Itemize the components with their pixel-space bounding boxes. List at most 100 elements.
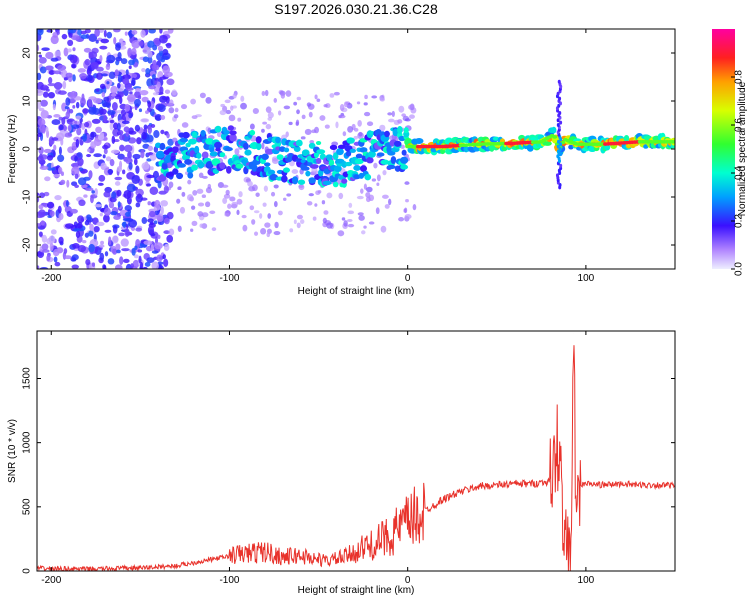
heatmap-cell	[191, 115, 198, 120]
heatmap-cell	[261, 153, 269, 160]
heatmap-cell	[80, 97, 86, 107]
heatmap-cell	[556, 144, 560, 149]
heatmap-cell	[201, 212, 209, 218]
heatmap-cell	[259, 213, 263, 219]
heatmap-cell	[329, 144, 338, 151]
heatmap-cell	[42, 91, 49, 98]
heatmap-cell	[146, 257, 155, 263]
heatmap-cell	[84, 58, 91, 66]
bottom-y-axis-label: SNR (10 * v/v)	[7, 419, 18, 483]
heatmap-cell	[78, 167, 84, 172]
heatmap-cell	[123, 189, 132, 199]
heatmap-cell	[147, 218, 154, 223]
heatmap-cell	[173, 114, 179, 119]
heatmap-cell	[348, 202, 353, 208]
heatmap-cell	[83, 194, 88, 198]
heatmap-cell	[315, 140, 322, 146]
heatmap-cell	[110, 85, 118, 95]
heatmap-cell	[346, 137, 355, 144]
heatmap-cell	[262, 202, 267, 207]
y-tick-label: 500	[22, 498, 33, 515]
heatmap-cell	[139, 261, 144, 269]
heatmap-cell	[317, 189, 322, 194]
x-tick-label: 0	[405, 273, 411, 284]
heatmap-cell	[141, 96, 149, 103]
heatmap-cell	[72, 243, 80, 249]
heatmap-cell	[332, 181, 339, 188]
heatmap-cell	[220, 103, 226, 108]
x-tick-label: 0	[405, 575, 411, 586]
heatmap-cell	[67, 124, 72, 132]
heatmap-cell	[154, 199, 161, 209]
heatmap-cell	[49, 242, 54, 252]
heatmap-cell	[134, 245, 138, 250]
heatmap-cell	[305, 170, 311, 177]
heatmap-cell	[248, 186, 256, 192]
heatmap-cell	[225, 189, 230, 196]
heatmap-cell	[227, 125, 235, 131]
heatmap-cell	[151, 63, 158, 72]
heatmap-cell	[190, 228, 194, 232]
heatmap-cell	[261, 90, 266, 96]
heatmap-cell	[267, 111, 274, 119]
heatmap-cell	[61, 117, 66, 125]
heatmap-cell	[326, 222, 333, 229]
y-tick-label: 0	[22, 568, 33, 574]
heatmap-cell	[110, 93, 117, 97]
heatmap-cell	[333, 91, 340, 96]
heatmap-cell	[397, 119, 403, 124]
heatmap-cell	[166, 234, 174, 243]
heatmap-cell	[242, 224, 248, 232]
heatmap-cell	[112, 248, 118, 255]
heatmap-cell	[232, 93, 237, 99]
heatmap-cell	[333, 165, 342, 173]
heatmap-cell	[401, 149, 407, 156]
heatmap-cell	[412, 204, 417, 211]
heatmap-cell	[124, 31, 128, 36]
heatmap-cell	[404, 118, 411, 122]
heatmap-cell	[215, 147, 221, 152]
heatmap-cell	[142, 49, 147, 53]
heatmap-cell	[172, 168, 179, 175]
heatmap-cell	[37, 192, 40, 197]
heatmap-cell	[106, 31, 113, 39]
heatmap-cell	[301, 149, 310, 157]
heatmap-cell	[283, 105, 291, 110]
heatmap-cell	[280, 92, 286, 99]
heatmap-cell	[64, 223, 74, 229]
heatmap-cell	[191, 164, 198, 171]
heatmap-cell	[393, 140, 402, 147]
heatmap-cell	[137, 38, 142, 42]
heatmap-cell	[159, 76, 167, 80]
heatmap-cell	[282, 167, 291, 173]
heatmap-cell	[267, 169, 276, 175]
heatmap-cell	[143, 240, 153, 246]
heatmap-cell	[37, 196, 40, 203]
heatmap-cell	[157, 45, 164, 52]
heatmap-cell	[131, 47, 137, 56]
heatmap-cell	[171, 146, 179, 154]
heatmap-cell	[102, 144, 109, 150]
heatmap-cell	[361, 230, 366, 235]
heatmap-cell	[148, 29, 156, 34]
heatmap-cell	[92, 97, 102, 104]
heatmap-cell	[46, 201, 55, 209]
heatmap-cell	[66, 119, 73, 123]
heatmap-cell	[80, 184, 88, 189]
heatmap-cell	[111, 135, 116, 145]
heatmap-cell	[181, 191, 186, 197]
heatmap-cell	[42, 249, 50, 253]
heatmap-cell	[263, 185, 268, 192]
heatmap-cell	[37, 265, 40, 269]
heatmap-cell	[87, 99, 93, 107]
heatmap-cell	[231, 201, 238, 208]
heatmap-cell	[61, 33, 68, 40]
heatmap-cell	[53, 114, 61, 118]
y-tick-label: 1500	[22, 367, 33, 390]
heatmap-cell	[38, 56, 47, 64]
heatmap-cell	[50, 35, 59, 45]
heatmap-cell	[179, 137, 189, 143]
heatmap-cell	[359, 165, 367, 172]
heatmap-cell	[289, 228, 294, 233]
